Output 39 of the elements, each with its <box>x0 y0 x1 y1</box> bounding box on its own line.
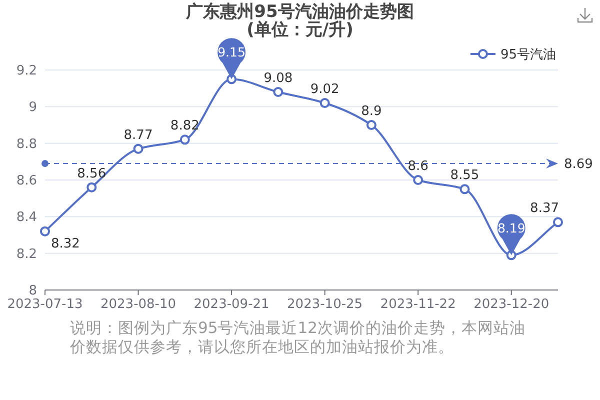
x-tick-label: 2023-12-20 <box>474 297 550 312</box>
point <box>413 175 424 185</box>
point <box>553 217 563 228</box>
point <box>366 120 376 130</box>
x-tick-label: 2023-08-10 <box>100 297 176 312</box>
y-tick-label: 8.6 <box>16 174 37 188</box>
text: 说明：图例为广东95号汽油最近12次调价的油价走势，本网站油价数据仅供参考，请以您所在地区的加油站报价为准。 <box>69 319 526 356</box>
data-label: 8.6 <box>408 159 428 174</box>
chart-subtitle: (单位：元/升) <box>246 20 354 40</box>
point <box>133 144 144 154</box>
chart-title: 广东惠州95号汽油油价走势图 <box>185 2 414 22</box>
x-tick-label: 2023-09-21 <box>194 297 270 312</box>
data-label: 8.37 <box>530 201 559 216</box>
x-tick-label: 2023-10-25 <box>287 297 363 312</box>
point <box>320 98 330 108</box>
data-label: 8.32 <box>51 236 80 252</box>
data-label: 9.08 <box>264 71 293 86</box>
data-label: 8.77 <box>124 128 153 143</box>
y-tick-label: 9.2 <box>16 64 37 78</box>
y-tick-label: 9 <box>28 100 37 116</box>
point <box>86 182 97 192</box>
data-label: 8.9 <box>361 104 382 119</box>
ref-line-label: 8.69 <box>564 157 593 172</box>
x-tick-label: 2023-11-22 <box>380 297 456 312</box>
y-tick-label: 8.8 <box>16 136 37 152</box>
y-tick-label: 8.4 <box>16 210 37 226</box>
point <box>273 87 284 97</box>
point <box>40 226 50 236</box>
data-label: 8.56 <box>77 166 106 182</box>
point <box>180 134 190 145</box>
data-label: 9.02 <box>310 82 340 97</box>
annotation: 9.15 <box>218 44 246 60</box>
y-tick-label: 8.2 <box>16 246 37 262</box>
point <box>460 184 470 194</box>
x-tick-label: 2023-07-13 <box>7 297 83 312</box>
y-tick-label: 8 <box>28 284 37 298</box>
annotation: 8.19 <box>497 220 526 236</box>
legend-label: 95号汽油 <box>500 48 556 62</box>
data-label: 8.55 <box>450 168 480 184</box>
